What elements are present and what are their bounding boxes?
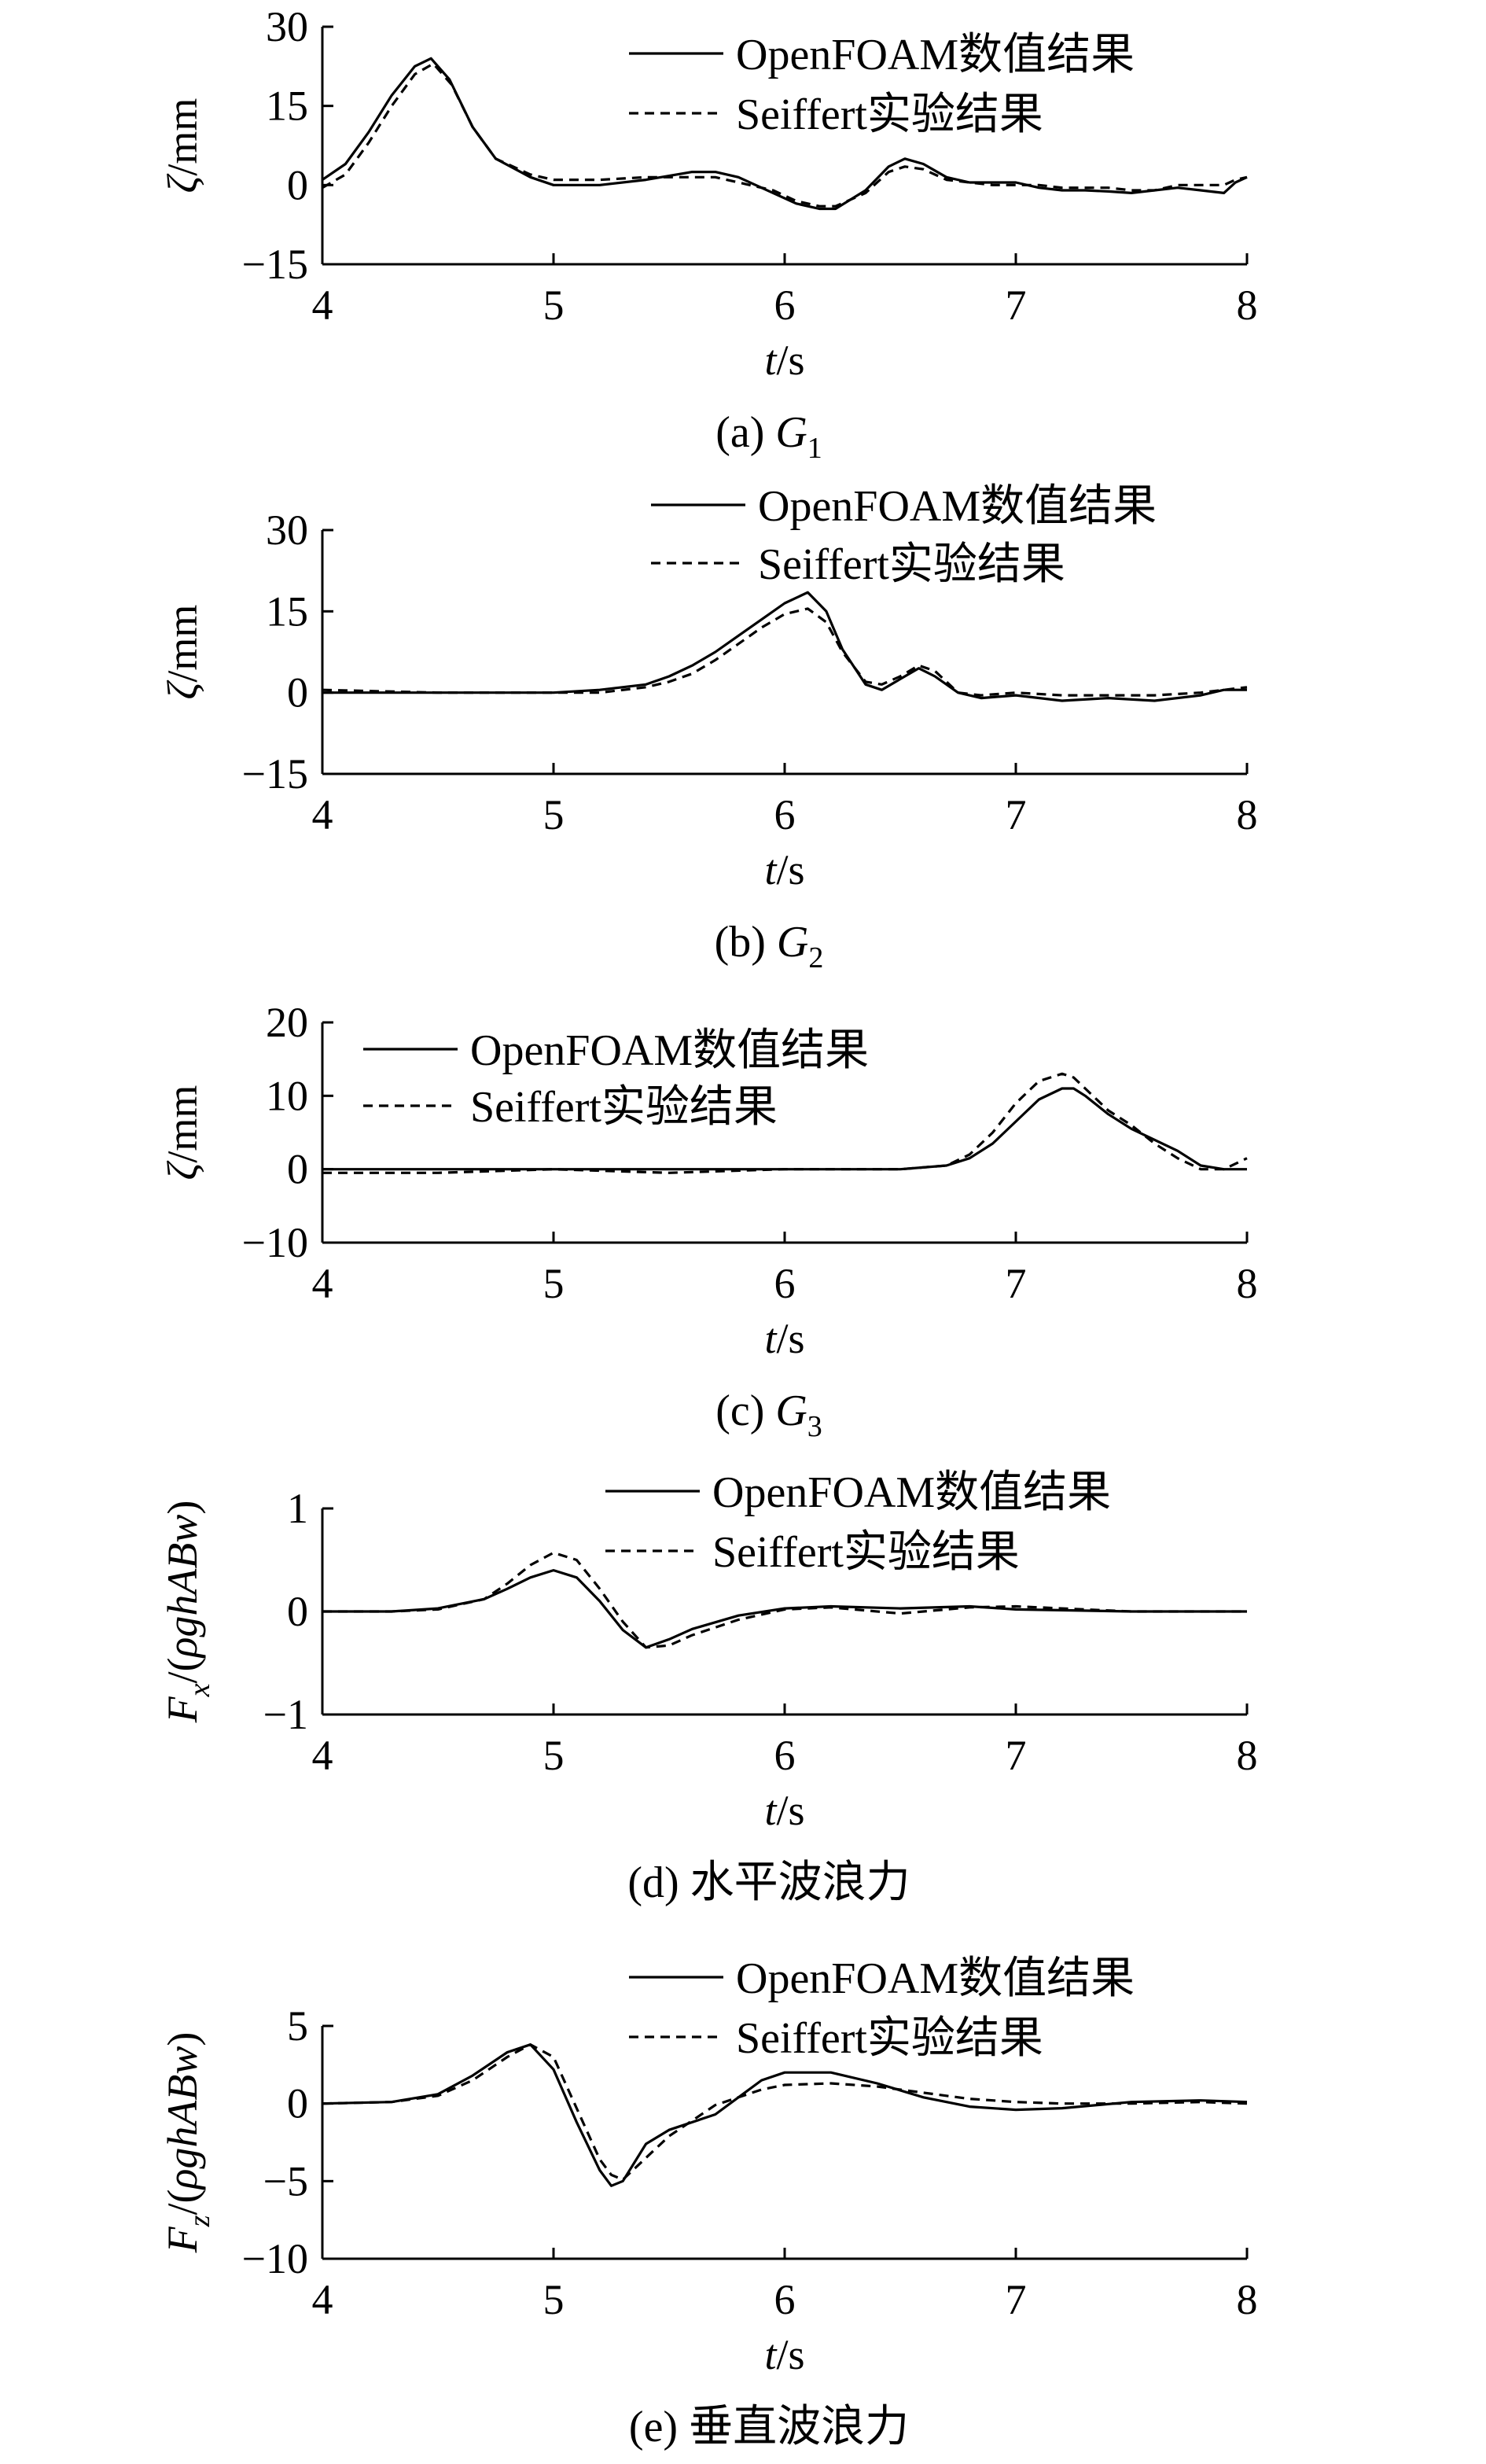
- legend-label: Seiffert实验结果: [736, 90, 1043, 139]
- x-tick-label: 6: [774, 282, 796, 329]
- legend-label: Seiffert实验结果: [736, 2014, 1043, 2063]
- y-axis-label: Fx/(ρghABw): [159, 1501, 216, 1724]
- y-tick-label: 20: [266, 999, 308, 1046]
- chart-panel: 4 5 6 7 8 5 0 −5 −10 OpenFOAM数值结果 Seiffert实验结果 t/s F…: [159, 1954, 1258, 2451]
- x-tick-label: 8: [1237, 791, 1258, 838]
- x-tick-label: 6: [774, 791, 796, 838]
- series-line-seiffert: [322, 62, 1248, 208]
- y-tick-label: 15: [266, 587, 308, 635]
- y-tick-label: 1: [287, 1485, 308, 1532]
- y-tick-label: 0: [287, 1146, 308, 1193]
- legend-label: Seiffert实验结果: [470, 1083, 778, 1132]
- x-tick-label: 7: [1006, 1260, 1027, 1307]
- chart-panel: 4 5 6 7 8 20 10 0 −10 OpenFOAM数值结果 Seiffert实验结果 t/s…: [159, 999, 1258, 1443]
- x-axis-label: t/s: [764, 846, 804, 893]
- y-tick-label: −1: [263, 1691, 308, 1738]
- x-tick-label: 4: [312, 2276, 333, 2323]
- x-tick-label: 4: [312, 282, 333, 329]
- y-tick-label: 0: [287, 669, 308, 716]
- y-axis-label: ζ/mm: [159, 98, 206, 193]
- panel-caption: (c) G3: [715, 1387, 822, 1443]
- chart-panel: 4 5 6 7 8 1 0 −1 OpenFOAM数值结果 Seiffert实验结果 t/s Fx/(…: [159, 1468, 1258, 1907]
- x-tick-label: 8: [1237, 1732, 1258, 1779]
- y-tick-label: 30: [266, 506, 308, 554]
- y-tick-label: 0: [287, 2080, 308, 2127]
- y-tick-label: 30: [266, 3, 308, 50]
- series-line-seiffert: [322, 1072, 1248, 1174]
- legend-label: OpenFOAM数值结果: [758, 482, 1157, 531]
- y-tick-label: 10: [266, 1072, 308, 1119]
- panel-caption: (b) G2: [715, 918, 824, 974]
- legend-label: OpenFOAM数值结果: [736, 31, 1135, 79]
- x-axis-label: t/s: [764, 2331, 804, 2378]
- y-axis-label: ζ/mm: [159, 605, 206, 700]
- y-axis-label: ζ/mm: [159, 1085, 206, 1180]
- x-tick-label: 5: [543, 791, 565, 838]
- legend-label: Seiffert实验结果: [712, 1528, 1020, 1577]
- x-tick-label: 7: [1006, 1732, 1027, 1779]
- x-tick-label: 4: [312, 1732, 333, 1779]
- x-tick-label: 7: [1006, 282, 1027, 329]
- legend-label: Seiffert实验结果: [758, 540, 1065, 589]
- legend-label: OpenFOAM数值结果: [712, 1468, 1111, 1517]
- y-tick-label: 5: [287, 2002, 308, 2050]
- x-axis-label: t/s: [764, 1787, 804, 1834]
- y-tick-label: 0: [287, 161, 308, 208]
- legend-label: OpenFOAM数值结果: [470, 1026, 869, 1075]
- series-line-seiffert: [322, 1551, 1247, 1649]
- y-tick-label: −5: [263, 2157, 308, 2204]
- y-tick-label: −10: [242, 2235, 308, 2282]
- y-tick-label: 15: [266, 83, 308, 130]
- x-tick-label: 5: [543, 1732, 565, 1779]
- x-tick-label: 7: [1006, 791, 1027, 838]
- x-tick-label: 6: [774, 1732, 796, 1779]
- x-tick-label: 4: [312, 791, 333, 838]
- y-axis-label: Fz/(ρghABw): [159, 2032, 216, 2254]
- panel-caption: (a) G1: [715, 408, 822, 465]
- chart-panel: 4 5 6 7 8 30 15 0 −15 OpenFOAM数值结果 Seiffert实验结果 t/s…: [159, 3, 1258, 465]
- x-tick-label: 8: [1237, 2276, 1258, 2323]
- panel-caption: (e) 垂直波浪力: [629, 2403, 909, 2451]
- legend-label: OpenFOAM数值结果: [736, 1954, 1135, 2003]
- series-line-openfoam: [322, 591, 1247, 702]
- x-axis-label: t/s: [764, 1315, 804, 1362]
- x-tick-label: 5: [543, 1260, 565, 1307]
- y-tick-label: −10: [242, 1219, 308, 1266]
- y-tick-label: 0: [287, 1588, 308, 1635]
- chart-panel: 4 5 6 7 8 30 15 0 −15 OpenFOAM数值结果 Seiffert实验结果 t/s…: [159, 482, 1258, 974]
- x-tick-label: 5: [543, 282, 565, 329]
- series-line-seiffert: [322, 607, 1248, 697]
- panel-caption: (d) 水平波浪力: [627, 1858, 910, 1907]
- y-tick-label: −15: [242, 750, 308, 797]
- x-tick-label: 4: [312, 1260, 333, 1307]
- x-tick-label: 8: [1237, 1260, 1258, 1307]
- x-axis-label: t/s: [764, 337, 804, 384]
- x-tick-label: 6: [774, 1260, 796, 1307]
- y-tick-label: −15: [242, 241, 308, 288]
- x-tick-label: 5: [543, 2276, 565, 2323]
- x-tick-label: 7: [1006, 2276, 1027, 2323]
- series-line-openfoam: [322, 2043, 1248, 2187]
- x-tick-label: 6: [774, 2276, 796, 2323]
- series-line-seiffert: [322, 2043, 1248, 2181]
- series-line-openfoam: [322, 1087, 1247, 1171]
- x-tick-label: 8: [1237, 282, 1258, 329]
